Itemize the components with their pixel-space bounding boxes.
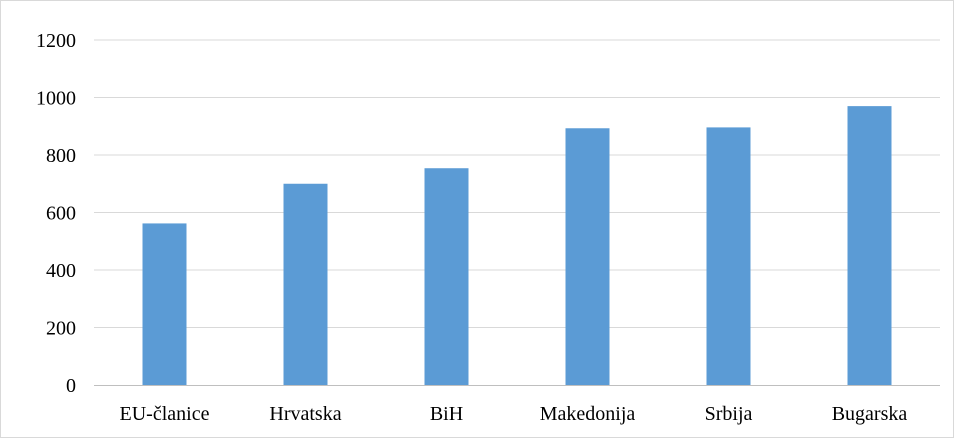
bar-0 — [142, 223, 187, 385]
y-tick-label: 0 — [66, 375, 76, 397]
x-category-label: Makedonija — [540, 403, 636, 425]
y-tick-label: 200 — [46, 318, 76, 340]
x-category-label: Srbija — [705, 403, 753, 425]
bar-4 — [706, 127, 751, 386]
bar-3 — [565, 128, 610, 385]
x-category-label: Bugarska — [832, 403, 908, 425]
x-axis-category-labels: EU-članice Hrvatska BiH Makedonija Srbija Bug… — [120, 403, 908, 425]
y-axis-tick-labels: 0 200 400 600 800 1000 1200 — [36, 30, 76, 397]
y-tick-label: 400 — [46, 260, 76, 282]
bars — [142, 106, 892, 386]
x-category-label: Hrvatska — [269, 403, 341, 425]
y-tick-label: 1000 — [36, 88, 76, 110]
bar-5 — [847, 106, 892, 385]
y-tick-label: 800 — [46, 145, 76, 167]
y-tick-label: 1200 — [36, 30, 76, 52]
x-category-label: BiH — [430, 403, 463, 425]
y-tick-label: 600 — [46, 203, 76, 225]
bar-2 — [424, 168, 469, 385]
gridlines — [94, 39, 940, 328]
bar-1 — [283, 183, 328, 385]
x-category-label: EU-članice — [120, 403, 210, 425]
